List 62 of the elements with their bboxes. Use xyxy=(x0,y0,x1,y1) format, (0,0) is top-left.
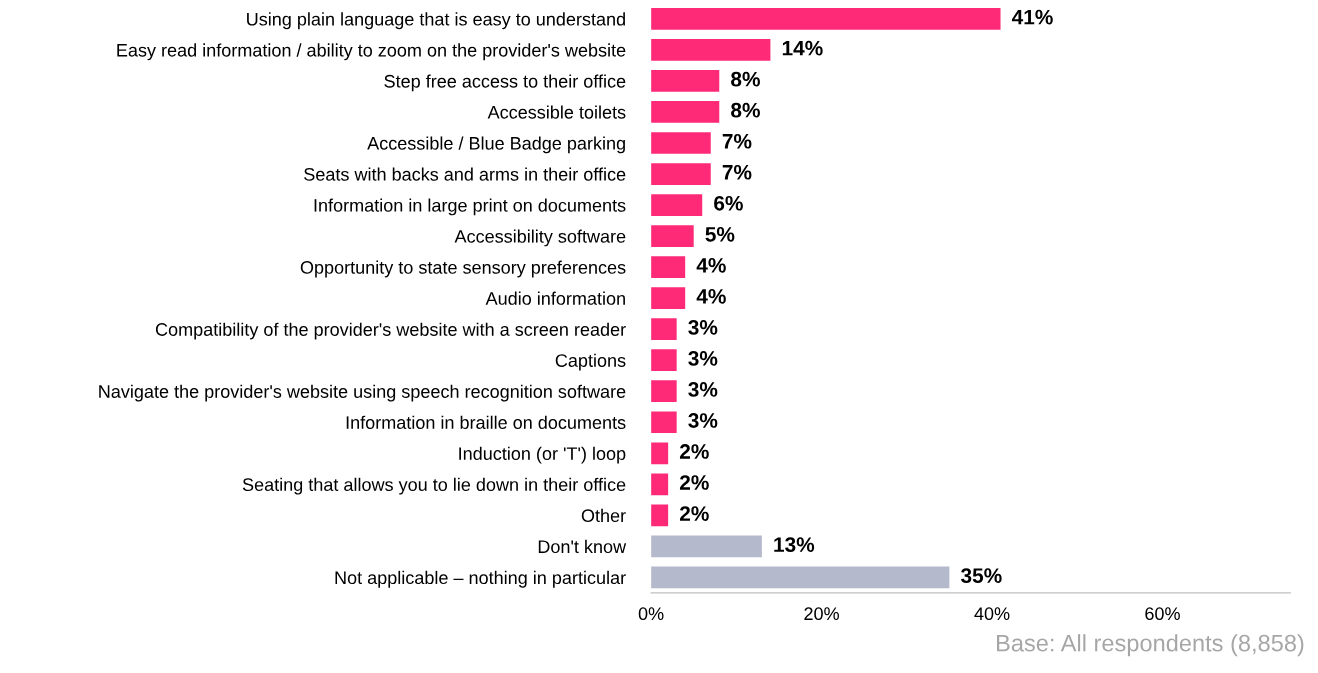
bar xyxy=(651,566,950,589)
y-tick-label: Not applicable – nothing in particular xyxy=(335,570,626,588)
data-label: 41% xyxy=(1011,9,1053,25)
y-tick-label: Audio information xyxy=(485,291,625,305)
data-label: 3% xyxy=(688,320,718,335)
y-tick-label: Information in large print on documents xyxy=(314,198,626,216)
bar xyxy=(651,473,669,496)
data-label: 8% xyxy=(731,71,760,87)
data-label: 2% xyxy=(679,444,709,459)
bar xyxy=(651,194,703,216)
y-tick-label: Captions xyxy=(555,353,626,371)
bar xyxy=(651,101,720,123)
bar xyxy=(651,411,677,434)
y-tick-label: Seating that allows you to lie down in their office xyxy=(242,477,626,495)
y-tick-label: Easy read information / ability to zoom on the provider's website xyxy=(117,43,626,61)
bar xyxy=(651,380,677,403)
y-tick-label: Accessible / Blue Badge parking xyxy=(367,136,625,154)
bar xyxy=(651,163,711,185)
y-tick-label: Induction (or 'T') loop xyxy=(459,446,626,464)
y-tick-label: Accessible toilets xyxy=(487,105,626,119)
data-label: 7% xyxy=(722,133,752,149)
data-label: 13% xyxy=(774,537,815,552)
x-tick-label: 0% xyxy=(638,607,664,621)
data-label: 6% xyxy=(714,195,743,211)
bar xyxy=(651,287,686,309)
y-tick-label: Step free access to their office xyxy=(384,74,626,92)
data-label: 4% xyxy=(696,289,726,304)
data-label: 3% xyxy=(688,382,718,397)
bar xyxy=(651,349,677,372)
bar xyxy=(651,442,669,465)
y-tick-label: Opportunity to state sensory preferences xyxy=(300,260,626,278)
bar xyxy=(651,504,669,527)
data-label: 4% xyxy=(696,258,726,273)
data-label: 2% xyxy=(679,506,709,521)
bar xyxy=(651,8,1001,30)
y-tick-label: Accessibility software xyxy=(454,229,626,247)
data-label: 5% xyxy=(705,226,735,242)
x-tick-label: 60% xyxy=(1145,607,1180,621)
data-label: 3% xyxy=(688,413,718,428)
y-tick-label: Don't know xyxy=(538,539,627,554)
data-label: 8% xyxy=(731,102,760,118)
y-tick-label: Information in braille on documents xyxy=(346,415,626,429)
y-tick-label: Compatibility of the provider's website with a screen reader xyxy=(155,322,626,340)
y-tick-label: Navigate the provider's website using speech recognition software xyxy=(99,384,626,402)
bar xyxy=(651,132,711,154)
bar xyxy=(651,70,720,92)
y-tick-label: Seats with backs and arms in their office xyxy=(304,167,626,181)
x-tick-label: 20% xyxy=(804,607,839,621)
data-label: 3% xyxy=(688,351,718,366)
bar xyxy=(651,225,694,247)
text: Base: All respondents (8,858) xyxy=(997,634,1304,657)
y-tick-label: Using plain language that is easy to understand xyxy=(247,12,625,30)
data-label: 35% xyxy=(960,568,1002,584)
data-label: 7% xyxy=(722,164,752,180)
data-label: 2% xyxy=(679,475,709,490)
data-label: 14% xyxy=(782,40,823,56)
bar xyxy=(651,535,762,558)
bar xyxy=(651,39,771,61)
bar xyxy=(651,256,686,278)
x-tick-label: 40% xyxy=(974,607,1010,621)
bar xyxy=(651,318,677,341)
y-tick-label: Other xyxy=(581,508,626,523)
